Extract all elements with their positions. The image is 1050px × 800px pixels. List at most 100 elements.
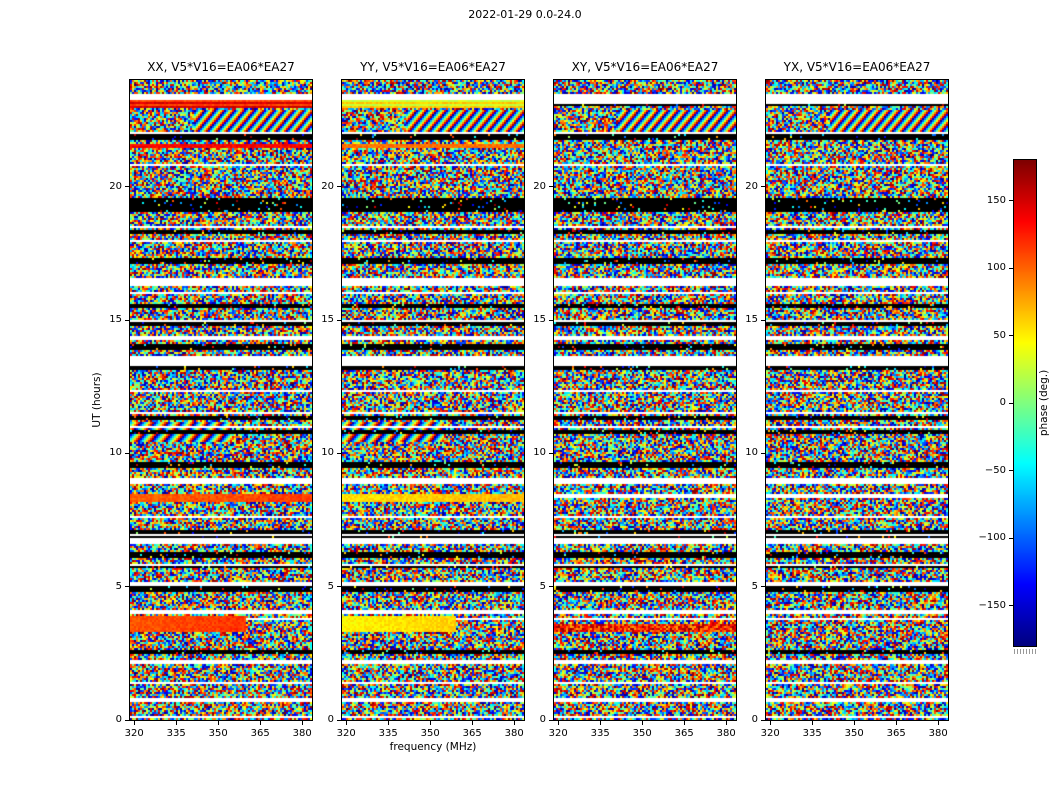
y-tick (761, 719, 765, 721)
x-tick (725, 721, 727, 725)
y-axis-label: UT (hours) (91, 372, 103, 428)
y-tick-label: 0 (539, 714, 546, 725)
x-tick (175, 721, 177, 725)
colorbar-tick (1009, 335, 1013, 336)
y-tick (761, 452, 765, 454)
x-tick (217, 721, 219, 725)
x-tick (387, 721, 389, 725)
colorbar-tick (1009, 470, 1013, 471)
y-tick (549, 586, 553, 588)
y-tick-label: 15 (109, 314, 122, 325)
colorbar-tick-label: 100 (986, 262, 1006, 273)
y-tick (337, 186, 341, 188)
y-tick-label: 15 (533, 314, 546, 325)
x-tick-label: 365 (462, 728, 482, 739)
heatmap-xx (129, 79, 313, 721)
y-tick (125, 452, 129, 454)
x-tick-label: 335 (166, 728, 186, 739)
x-tick (683, 721, 685, 725)
y-tick (125, 586, 129, 588)
x-tick-label: 380 (716, 728, 736, 739)
x-tick-label: 335 (590, 728, 610, 739)
colorbar-tick (1009, 605, 1013, 606)
y-tick-label: 5 (327, 580, 334, 592)
x-tick-label: 335 (378, 728, 398, 739)
x-tick (301, 721, 303, 725)
x-tick-label: 350 (844, 728, 864, 739)
x-tick (557, 721, 559, 725)
x-tick (599, 721, 601, 725)
y-tick (761, 319, 765, 321)
y-tick (549, 452, 553, 454)
x-tick-label: 380 (292, 728, 312, 739)
y-tick (549, 319, 553, 321)
colorbar-extension (1014, 649, 1036, 654)
x-tick (641, 721, 643, 725)
y-tick-label: 0 (115, 714, 122, 725)
x-tick (513, 721, 515, 725)
x-tick (259, 721, 261, 725)
y-tick-label: 5 (751, 580, 758, 592)
colorbar-label: phase (deg.) (1038, 369, 1050, 437)
y-tick-label: 10 (745, 447, 758, 459)
y-tick (549, 186, 553, 188)
x-axis-label: frequency (MHz) (389, 741, 477, 753)
y-tick (125, 186, 129, 188)
colorbar-tick-label: 150 (986, 194, 1006, 206)
y-tick-label: 0 (751, 714, 758, 725)
x-tick (895, 721, 897, 725)
x-tick-label: 365 (250, 728, 270, 739)
y-tick (337, 719, 341, 721)
figure-title: 2022-01-29 0.0-24.0 (468, 8, 582, 21)
colorbar-tick (1009, 402, 1013, 404)
y-tick-label: 20 (745, 180, 758, 192)
y-tick-label: 10 (321, 447, 334, 459)
x-tick (133, 721, 135, 725)
x-tick-label: 380 (504, 728, 524, 739)
x-tick (471, 721, 473, 725)
x-tick-label: 350 (208, 728, 228, 739)
x-tick-label: 380 (928, 728, 948, 739)
x-tick (429, 721, 431, 725)
x-tick (345, 721, 347, 725)
x-tick-label: 320 (548, 728, 568, 739)
heatmap-yx (765, 79, 949, 721)
colorbar-tick-label: −100 (978, 532, 1006, 543)
panel-title-xy: XY, V5*V16=EA06*EA27 (571, 60, 719, 74)
y-tick (125, 319, 129, 321)
colorbar-gradient (1013, 159, 1037, 647)
x-tick (811, 721, 813, 725)
y-tick-label: 15 (321, 314, 334, 325)
heatmap-xy (553, 79, 737, 721)
y-tick (761, 186, 765, 188)
x-tick-label: 335 (802, 728, 822, 739)
y-tick (337, 586, 341, 588)
colorbar-tick-label: 50 (993, 329, 1006, 341)
x-tick (769, 721, 771, 725)
panel-title-xx: XX, V5*V16=EA06*EA27 (147, 60, 295, 74)
x-tick-label: 350 (420, 728, 440, 739)
y-tick-label: 20 (321, 180, 334, 192)
y-tick (549, 719, 553, 721)
panel-title-yy: YY, V5*V16=EA06*EA27 (360, 60, 506, 74)
x-tick (853, 721, 855, 725)
x-tick-label: 365 (674, 728, 694, 739)
heatmap-yy (341, 79, 525, 721)
y-tick-label: 10 (533, 447, 546, 459)
colorbar-tick-label: −150 (978, 599, 1006, 611)
colorbar-tick-label: −50 (984, 464, 1006, 476)
y-tick-label: 10 (109, 447, 122, 459)
y-tick (761, 586, 765, 588)
x-tick-label: 320 (124, 728, 144, 739)
panel-title-yx: YX, V5*V16=EA06*EA27 (783, 60, 931, 74)
y-tick (125, 719, 129, 721)
colorbar-tick-label: 0 (999, 397, 1006, 408)
y-tick-label: 5 (539, 580, 546, 592)
colorbar-tick (1009, 267, 1013, 269)
x-tick (937, 721, 939, 725)
x-tick-label: 365 (886, 728, 906, 739)
y-tick-label: 5 (115, 580, 122, 592)
x-tick-label: 350 (632, 728, 652, 739)
y-tick-label: 20 (533, 180, 546, 192)
